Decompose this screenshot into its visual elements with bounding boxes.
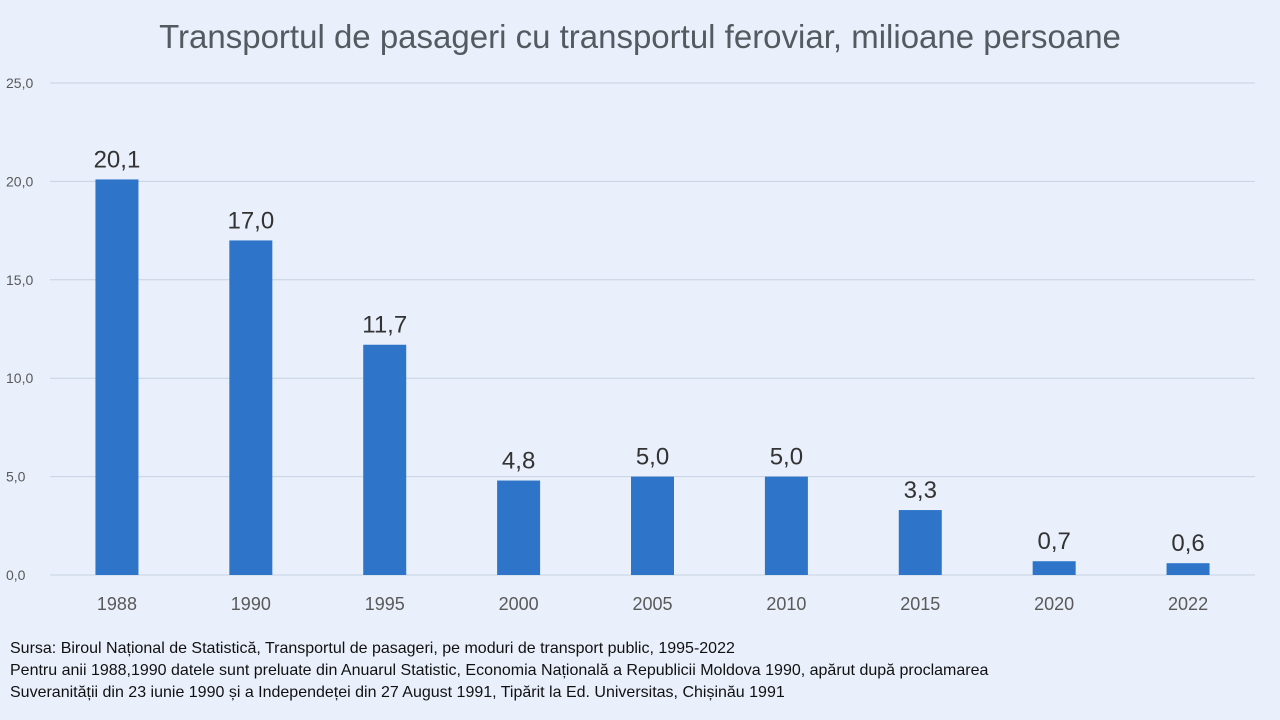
bar xyxy=(497,480,541,575)
bar xyxy=(898,510,942,575)
chart-footer: Sursa: Biroul Național de Statistică, Tr… xyxy=(10,638,1270,704)
data-label: 5,0 xyxy=(636,444,669,471)
data-note-line-2: Suveranității din 23 iunie 1990 și a Ind… xyxy=(10,684,785,701)
x-tick-label: 2015 xyxy=(900,594,940,614)
source-note: Sursa: Biroul Național de Statistică, Tr… xyxy=(10,640,735,657)
x-tick-label: 1995 xyxy=(365,594,405,614)
bar xyxy=(95,179,139,575)
x-tick-label: 2005 xyxy=(632,594,672,614)
bar xyxy=(363,344,407,575)
x-tick-label: 1990 xyxy=(231,594,271,614)
x-tick-label: 2022 xyxy=(1168,594,1208,614)
y-tick-label: 0,0 xyxy=(6,567,26,583)
bar xyxy=(229,240,273,575)
bar-chart: 0,0 5,0 10,0 15,0 20,0 25,0 20,1 1988 17,0 1990 11… xyxy=(6,75,1255,614)
y-tick-label: 20,0 xyxy=(6,173,33,189)
y-tick-label: 10,0 xyxy=(6,370,33,386)
y-tick-label: 15,0 xyxy=(6,272,33,288)
x-tick-label: 2000 xyxy=(499,594,539,614)
data-note-line-1: Pentru anii 1988,1990 datele sunt prelua… xyxy=(10,662,989,679)
data-label: 20,1 xyxy=(94,146,141,173)
data-label: 4,8 xyxy=(502,448,535,475)
data-label: 5,0 xyxy=(770,444,803,471)
data-label: 17,0 xyxy=(227,207,274,234)
data-label: 0,6 xyxy=(1171,530,1204,557)
y-tick-label: 5,0 xyxy=(6,469,26,485)
chart-title: Transportul de pasageri cu transportul f… xyxy=(159,18,1121,55)
data-label: 3,3 xyxy=(904,477,937,504)
data-label: 0,7 xyxy=(1037,528,1070,555)
bar xyxy=(764,476,808,575)
x-tick-label: 2010 xyxy=(766,594,806,614)
bar xyxy=(1166,563,1210,575)
x-tick-label: 1988 xyxy=(97,594,137,614)
x-tick-label: 2020 xyxy=(1034,594,1074,614)
data-label: 11,7 xyxy=(362,312,407,339)
y-tick-label: 25,0 xyxy=(6,75,33,91)
bar xyxy=(631,476,674,575)
bar xyxy=(1032,561,1076,575)
